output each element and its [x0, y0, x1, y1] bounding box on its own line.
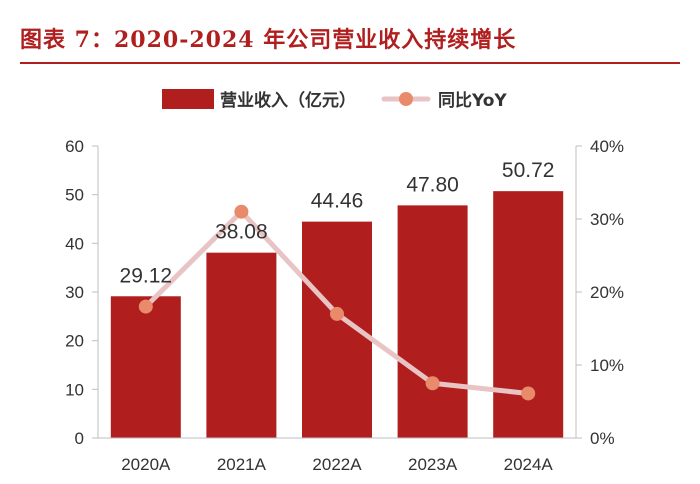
bar-2021A	[206, 252, 277, 438]
x-tick-label: 2024A	[504, 455, 554, 474]
x-tick-label: 2023A	[408, 455, 458, 474]
yoy-point-2022A	[330, 306, 344, 321]
data-labels: 29.12 38.08 44.46 47.80 50.72	[120, 159, 555, 287]
left-tick-label: 0	[75, 429, 84, 448]
yoy-point-2020A	[138, 299, 153, 314]
legend-label-revenue: 营业收入（亿元）	[220, 90, 356, 111]
data-label-2020A: 29.12	[120, 264, 173, 287]
chart-title: 图表 7：2020-2024 年公司营业收入持续增长	[20, 27, 517, 53]
title-underline	[20, 62, 680, 64]
data-label-2021A: 38.08	[215, 221, 268, 244]
data-label-2024A: 50.72	[502, 159, 555, 182]
bar-2023A	[397, 205, 468, 438]
line-series	[138, 204, 536, 401]
right-tick-label: 40%	[590, 137, 624, 156]
left-tick-label: 20	[65, 332, 84, 351]
right-tick-label: 20%	[590, 283, 624, 302]
data-label-2022A: 44.46	[311, 190, 364, 213]
legend-label-yoy: 同比YoY	[438, 90, 507, 111]
left-tick-label: 30	[65, 283, 84, 302]
x-tick-label: 2021A	[217, 455, 267, 474]
left-tick-label: 10	[65, 380, 84, 399]
yoy-point-2024A	[521, 386, 536, 401]
bar-2024A	[493, 191, 564, 438]
yoy-point-2021A	[234, 204, 249, 219]
legend-line-marker	[399, 92, 413, 106]
left-tick-label: 40	[65, 234, 84, 253]
legend-bar-swatch	[162, 89, 214, 109]
left-tick-label: 60	[65, 137, 84, 156]
right-tick-label: 10%	[590, 356, 624, 375]
legend: 营业收入（亿元） 同比YoY	[162, 89, 507, 111]
bar-2020A	[110, 296, 181, 438]
x-tick-label: 2022A	[312, 455, 362, 474]
right-tick-label: 30%	[590, 210, 624, 229]
left-tick-label: 50	[65, 186, 84, 205]
x-tick-label: 2020A	[121, 455, 171, 474]
yoy-point-2023A	[425, 376, 440, 391]
axes: 0 10 20 30 40 50 60 0% 10% 20% 30% 40% 2020A 2021A 202…	[65, 137, 624, 474]
data-label-2023A: 47.80	[406, 173, 459, 196]
right-tick-label: 0%	[590, 429, 615, 448]
